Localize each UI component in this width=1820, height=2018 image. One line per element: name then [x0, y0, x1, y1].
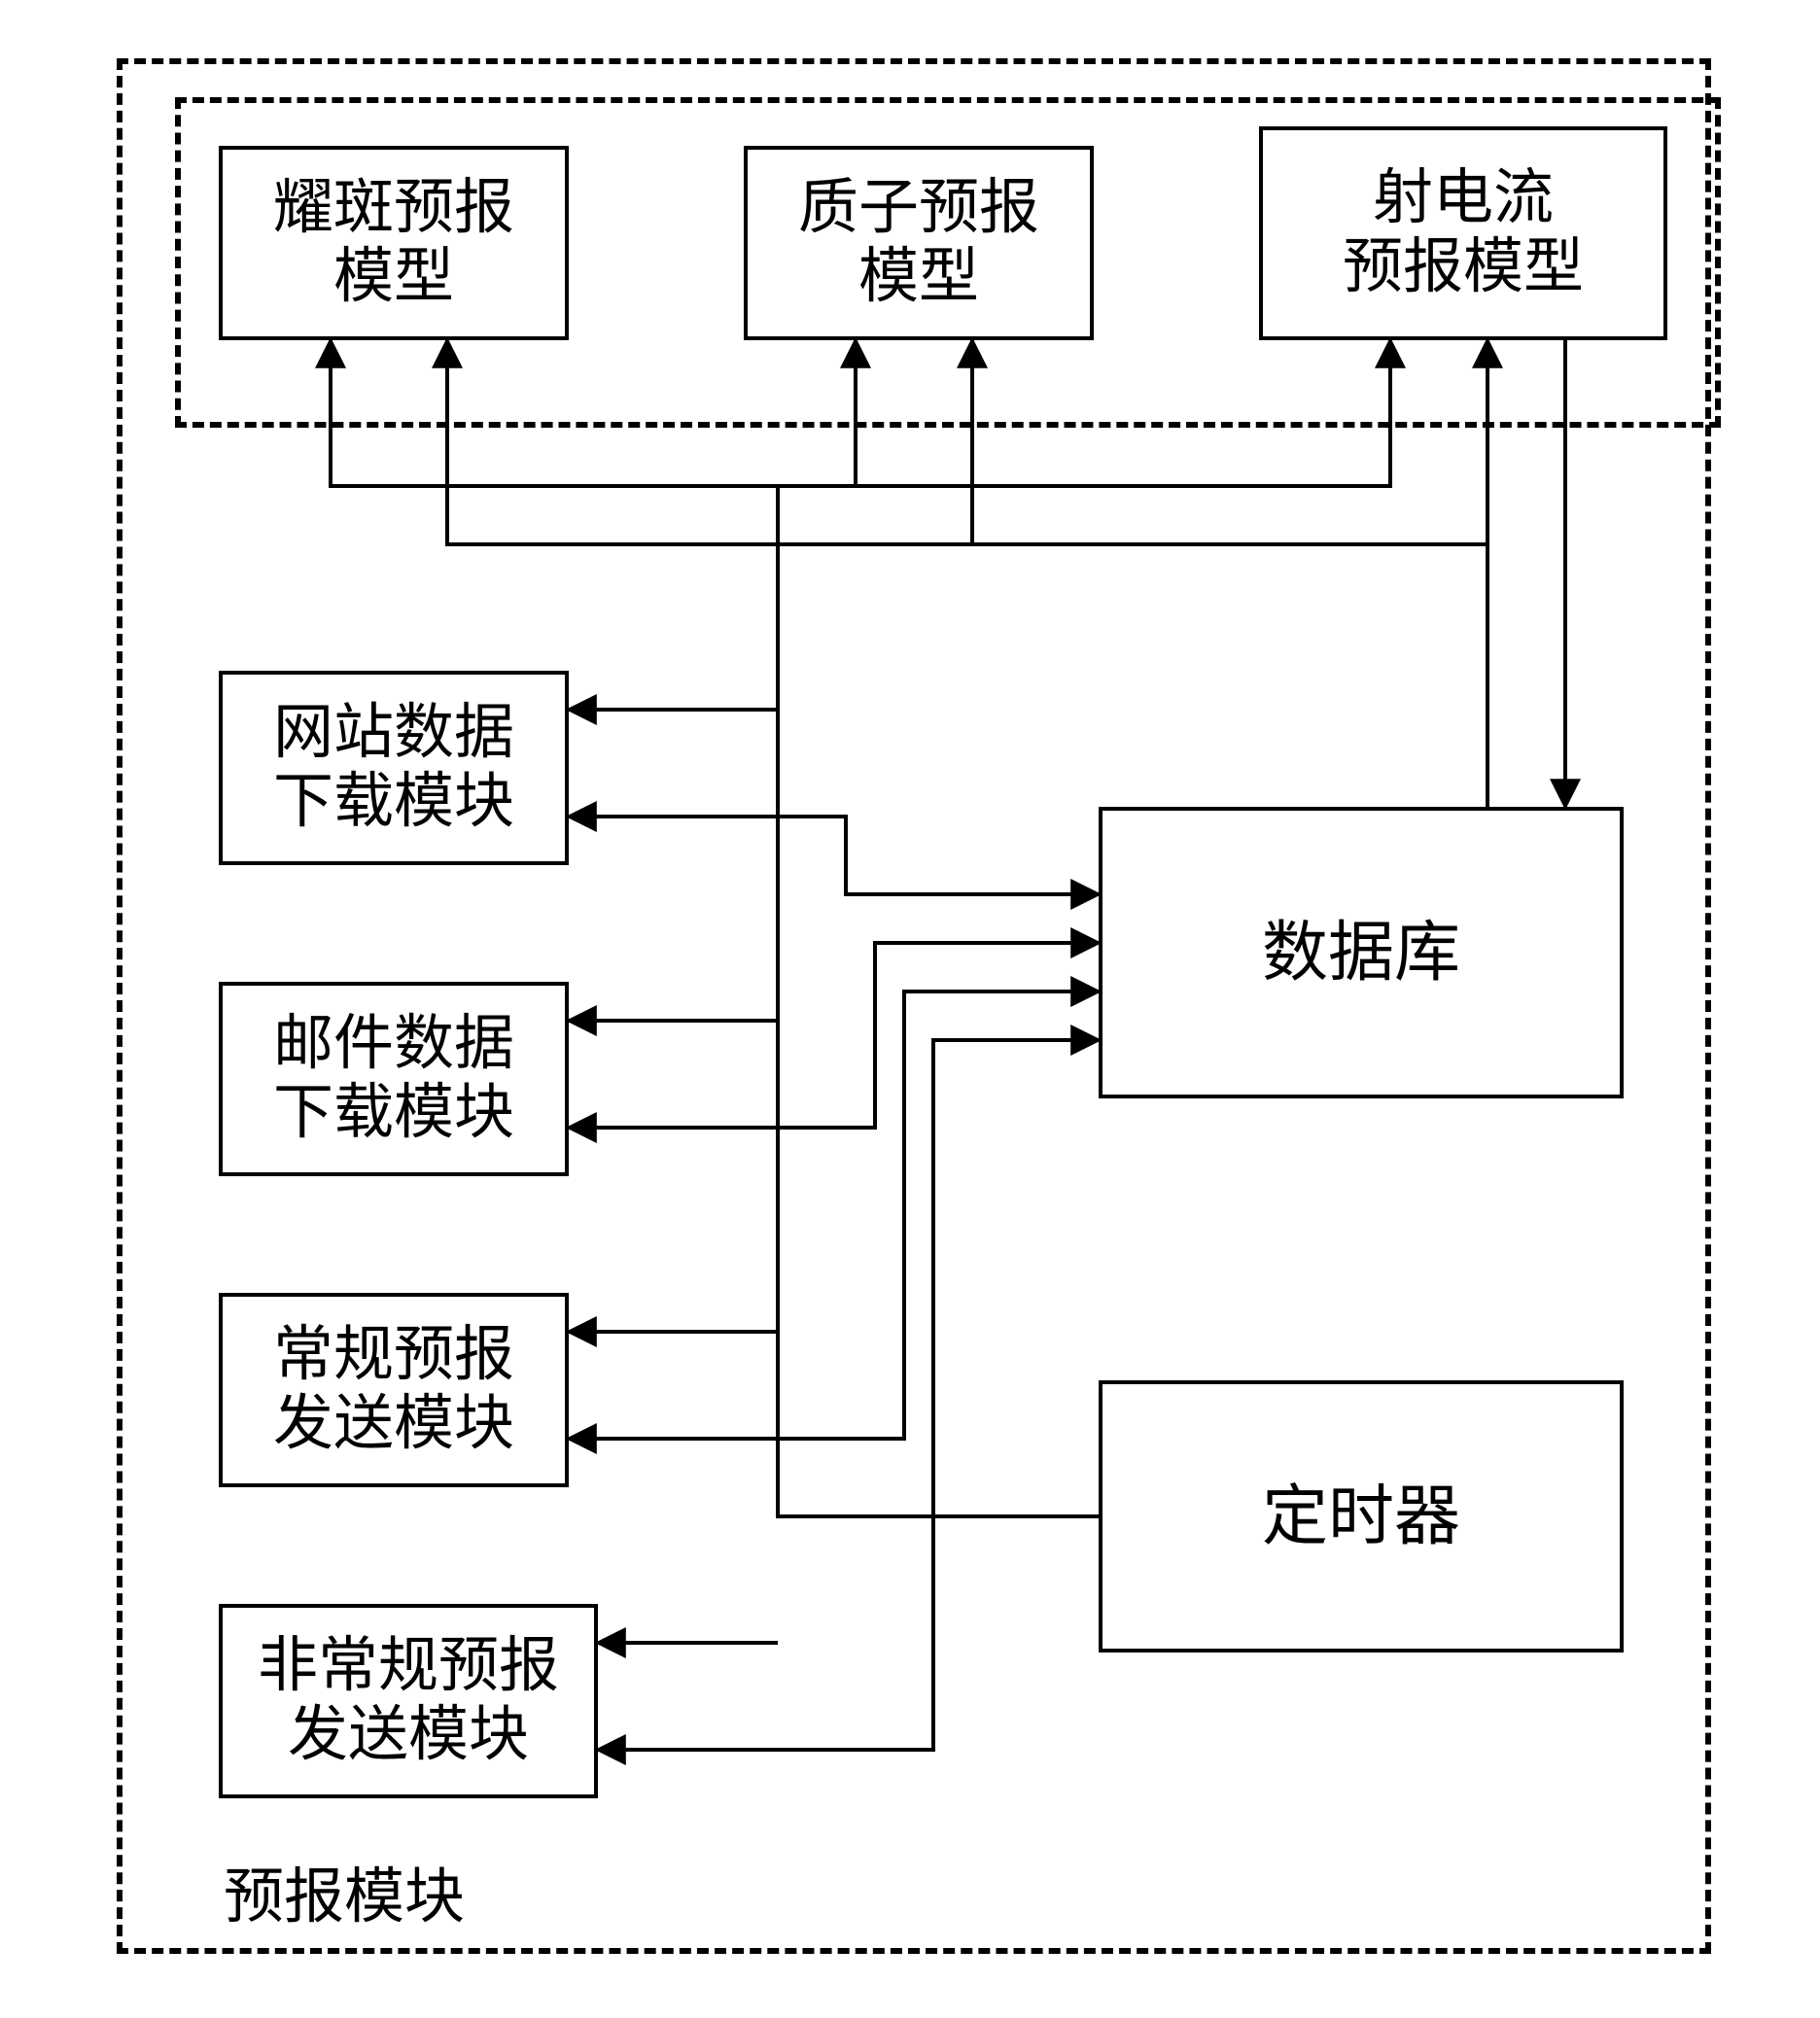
node-label: 网站数据 下载模块 [273, 699, 514, 838]
node-radio-model: 射电流 预报模型 [1259, 126, 1667, 340]
module-label-text: 预报模块 [224, 1864, 465, 1931]
node-label: 邮件数据 下载模块 [273, 1010, 514, 1149]
node-label: 耀斑预报 模型 [273, 174, 514, 313]
node-web-download: 网站数据 下载模块 [219, 671, 569, 865]
node-proton-model: 质子预报 模型 [744, 146, 1094, 340]
node-database: 数据库 [1099, 807, 1624, 1098]
node-regular-forecast-send: 常规预报 发送模块 [219, 1293, 569, 1487]
node-label: 数据库 [1262, 915, 1460, 991]
module-label: 预报模块 [224, 1847, 465, 1934]
node-timer: 定时器 [1099, 1380, 1624, 1653]
node-label: 定时器 [1262, 1479, 1460, 1554]
node-irregular-forecast-send: 非常规预报 发送模块 [219, 1604, 598, 1798]
node-label: 非常规预报 发送模块 [258, 1632, 559, 1771]
node-label: 质子预报 模型 [798, 174, 1039, 313]
node-flare-model: 耀斑预报 模型 [219, 146, 569, 340]
node-mail-download: 邮件数据 下载模块 [219, 982, 569, 1176]
node-label: 射电流 预报模型 [1343, 164, 1584, 303]
node-label: 常规预报 发送模块 [273, 1321, 514, 1460]
